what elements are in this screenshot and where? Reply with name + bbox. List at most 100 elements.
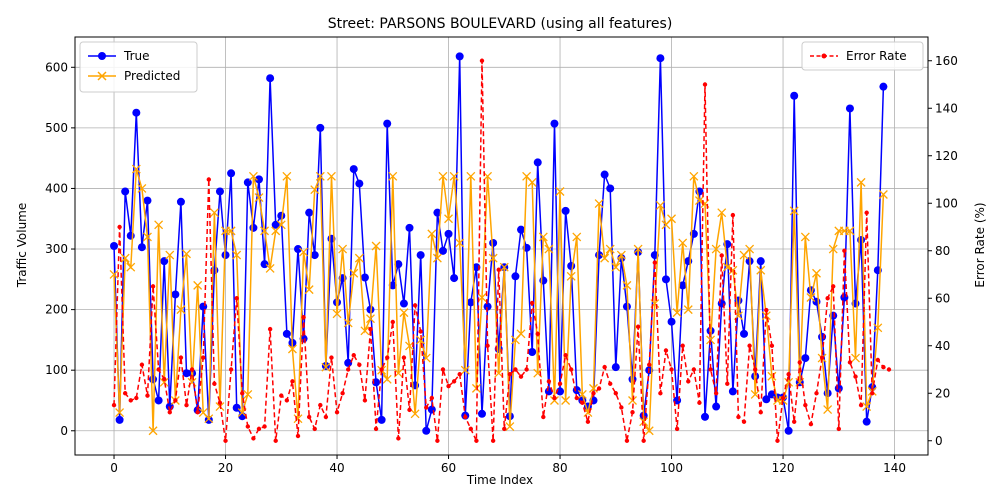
error-rate-point	[301, 315, 306, 320]
predicted-point	[360, 326, 370, 336]
error-rate-point	[864, 210, 869, 215]
y-axis-right: 0 20 40 60 80 100 120 140 160	[928, 54, 958, 448]
error-rate-point	[730, 212, 736, 218]
predicted-point	[616, 250, 626, 260]
error-rate-point	[752, 367, 758, 372]
legend-predicted-marker	[97, 71, 107, 81]
predicted-point	[639, 417, 649, 427]
true-point	[405, 223, 414, 232]
error-rate-point	[167, 410, 172, 415]
predicted-point	[667, 214, 677, 224]
predicted-point	[873, 323, 883, 333]
predicted-point	[555, 187, 565, 196]
error-rate-point	[669, 367, 674, 372]
error-rate-point	[490, 438, 496, 443]
error-rate-point	[708, 367, 713, 372]
predicted-point	[254, 193, 264, 202]
error-rate-point	[240, 391, 245, 396]
true-point	[756, 257, 765, 266]
predicted-point	[321, 362, 331, 372]
predicted-point	[388, 171, 398, 181]
predicted-point	[326, 171, 336, 181]
y-tick-label: 200	[45, 303, 68, 317]
true-point	[182, 369, 191, 378]
error-rate-point	[318, 402, 323, 408]
predicted-point	[260, 226, 270, 236]
error-rate-point	[195, 410, 200, 415]
error-rate-point	[446, 383, 451, 389]
predicted-point	[477, 293, 487, 302]
predicted-point	[628, 396, 637, 405]
error-rate-point	[635, 324, 641, 329]
predicted-point	[622, 280, 632, 290]
true-point	[533, 158, 542, 167]
predicted-point	[644, 426, 654, 436]
y2-tick-label: 60	[935, 291, 950, 305]
error-rate-point	[803, 402, 808, 408]
predicted-point	[332, 309, 342, 319]
x-tick-label: 40	[329, 461, 344, 475]
x-tick-label: 60	[441, 461, 456, 475]
true-point	[110, 242, 119, 250]
true-point	[355, 179, 364, 188]
predicted-point	[338, 244, 348, 254]
predicted-point	[427, 229, 437, 239]
error-rate-point	[496, 267, 501, 272]
error-rate-point	[552, 395, 557, 401]
predicted-point	[655, 200, 665, 210]
error-rate-point	[435, 438, 440, 443]
error-rate-point	[680, 343, 685, 348]
error-rate-point	[145, 393, 150, 398]
error-rate-point	[853, 374, 858, 379]
predicted-point	[516, 329, 526, 339]
error-rate-point	[396, 436, 401, 441]
error-rate-point	[613, 391, 618, 396]
predicted-point	[722, 262, 732, 272]
y-tick-label: 0	[60, 424, 68, 438]
error-rate-point	[524, 367, 529, 372]
error-rate-point	[329, 355, 334, 360]
true-point	[316, 123, 325, 132]
predicted-point	[126, 262, 136, 272]
error-rate-point	[306, 414, 312, 420]
true-point	[567, 261, 576, 270]
predicted-point	[851, 353, 860, 363]
error-rate-point	[608, 381, 613, 386]
predicted-point	[750, 389, 760, 399]
predicted-point	[466, 171, 476, 181]
true-point	[740, 329, 749, 338]
true-point	[661, 275, 670, 284]
predicted-point	[605, 244, 615, 254]
true-point	[550, 119, 559, 128]
error-rate-point	[881, 364, 886, 370]
x-tick-label: 100	[660, 461, 683, 475]
predicted-point	[371, 241, 381, 251]
error-rate-point	[585, 419, 591, 424]
y-tick-label: 600	[45, 60, 68, 74]
y2-tick-label: 0	[935, 434, 943, 448]
predicted-point	[800, 232, 810, 242]
predicted-point	[572, 232, 582, 242]
legend-left: True Predicted	[79, 41, 198, 93]
y2-tick-label: 160	[935, 54, 958, 68]
error-rate-point	[173, 398, 178, 403]
true-point	[394, 260, 403, 269]
predicted-point	[204, 414, 214, 424]
error-rate-point	[312, 426, 317, 432]
legend-left-box	[79, 41, 198, 93]
predicted-point	[165, 250, 175, 260]
predicted-point	[193, 280, 203, 290]
error-rate-point	[808, 421, 814, 427]
error-rate-point	[201, 355, 206, 360]
true-point	[199, 302, 208, 311]
predicted-point	[683, 305, 693, 315]
true-point	[600, 170, 609, 179]
predicted-point	[499, 262, 509, 272]
error-rate-point	[251, 436, 256, 441]
x-tick-label: 20	[218, 461, 233, 475]
predicted-point	[455, 238, 465, 248]
predicted-point	[488, 253, 498, 263]
predicted-point	[594, 199, 604, 209]
predicted-point	[399, 308, 409, 318]
